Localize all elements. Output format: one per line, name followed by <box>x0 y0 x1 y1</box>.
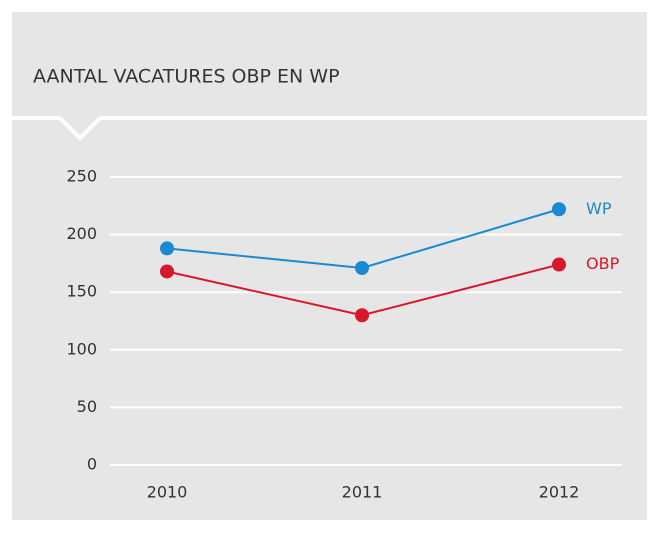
y-tick-label: 150 <box>66 282 97 301</box>
data-point <box>355 308 369 323</box>
x-tick-label: 2012 <box>539 483 580 502</box>
y-tick-label: 0 <box>87 455 97 474</box>
y-tick-label: 250 <box>66 167 97 186</box>
title-divider <box>12 116 647 141</box>
y-tick-label: 50 <box>77 397 97 416</box>
data-point <box>160 241 174 256</box>
y-tick-label: 200 <box>66 224 97 243</box>
data-point <box>552 257 566 272</box>
y-tick-label: 100 <box>66 339 97 358</box>
chart-title: AANTAL VACATURES OBP EN WP <box>33 66 340 88</box>
x-tick-label: 2011 <box>342 483 383 502</box>
data-point <box>355 261 369 276</box>
panel <box>12 12 647 520</box>
data-point <box>552 202 566 217</box>
legend-label: WP <box>586 199 612 218</box>
data-point <box>160 264 174 279</box>
x-tick-label: 2010 <box>147 483 188 502</box>
legend-label: OBP <box>586 254 620 273</box>
